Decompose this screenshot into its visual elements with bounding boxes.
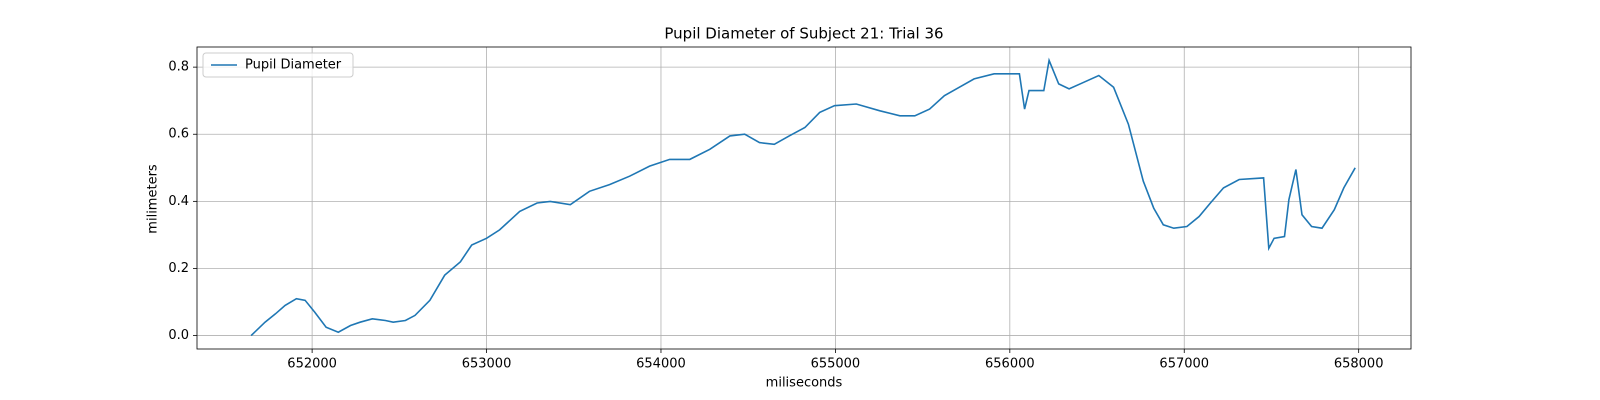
x-tick-label: 657000 [1159,357,1209,372]
y-tick-label: 0.6 [168,127,189,142]
x-axis-label: miliseconds [766,376,843,391]
plot-frame [196,46,1412,350]
x-tick-label: 654000 [636,357,686,372]
legend-box [202,52,354,78]
x-tick-label: 652000 [287,357,337,372]
chart-title: Pupil Diameter of Subject 21: Trial 36 [664,25,943,43]
data-line [250,57,1356,337]
y-tick-label: 0.0 [168,328,189,343]
x-tick-label: 656000 [985,357,1035,372]
y-tick-label: 0.2 [168,261,189,276]
x-tick-label: 658000 [1334,357,1384,372]
y-tick-label: 0.4 [168,194,189,209]
legend-label: Pupil Diameter [245,58,342,73]
y-axis-label: milimeters [146,164,161,234]
x-tick-label: 655000 [811,357,861,372]
x-tick-label: 653000 [462,357,512,372]
y-tick-label: 0.8 [168,60,189,75]
